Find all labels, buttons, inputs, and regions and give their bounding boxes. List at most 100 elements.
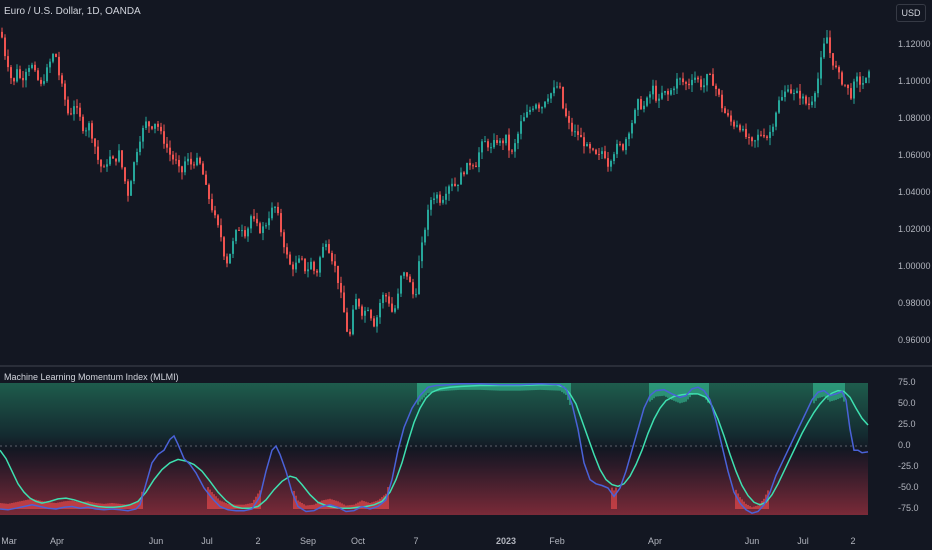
candle bbox=[7, 49, 9, 72]
candle-body bbox=[541, 107, 543, 109]
candle bbox=[751, 136, 753, 147]
candle bbox=[397, 288, 399, 310]
candle-body bbox=[181, 166, 183, 173]
candle bbox=[625, 137, 627, 155]
candle-body bbox=[214, 210, 216, 216]
candle-body bbox=[346, 312, 348, 332]
price-tick: 1.10000 bbox=[898, 76, 931, 86]
candle-body bbox=[748, 137, 750, 139]
candle-body bbox=[556, 86, 558, 88]
time-tick: Sep bbox=[299, 536, 317, 546]
candle bbox=[742, 125, 744, 132]
candle bbox=[652, 79, 654, 100]
candle-body bbox=[196, 157, 198, 166]
currency-button[interactable]: USD bbox=[896, 4, 926, 22]
candle bbox=[523, 112, 525, 122]
candle bbox=[118, 144, 120, 163]
candle-body bbox=[127, 181, 129, 196]
price-tick: 0.96000 bbox=[898, 335, 931, 345]
candle bbox=[292, 261, 294, 277]
candle-body bbox=[808, 103, 810, 106]
candle bbox=[508, 128, 510, 158]
candle bbox=[415, 288, 417, 298]
candle-body bbox=[313, 261, 315, 271]
candle-body bbox=[40, 79, 42, 84]
candle bbox=[406, 272, 408, 280]
candle-body bbox=[352, 309, 354, 335]
candle bbox=[814, 91, 816, 108]
candle-body bbox=[208, 184, 210, 200]
indicator-title[interactable]: Machine Learning Momentum Index (MLMI) bbox=[4, 372, 179, 382]
candle bbox=[484, 135, 486, 143]
candle bbox=[424, 227, 426, 246]
candle bbox=[529, 106, 531, 115]
candle-body bbox=[97, 146, 99, 160]
candle-body bbox=[694, 77, 696, 80]
candle bbox=[220, 218, 222, 242]
candle-body bbox=[115, 158, 117, 162]
candle-body bbox=[235, 229, 237, 242]
candle-body bbox=[700, 79, 702, 88]
candle-body bbox=[154, 123, 156, 129]
candle-body bbox=[262, 226, 264, 233]
candle-body bbox=[715, 85, 717, 90]
candle bbox=[208, 183, 210, 204]
candle-body bbox=[217, 215, 219, 226]
candle bbox=[583, 132, 585, 154]
candle bbox=[820, 50, 822, 86]
candle bbox=[859, 72, 861, 93]
candle bbox=[277, 202, 279, 216]
time-tick: Jul bbox=[201, 536, 213, 546]
candle-body bbox=[829, 37, 831, 54]
candle-body bbox=[226, 256, 228, 264]
candle bbox=[829, 30, 831, 59]
candle bbox=[850, 83, 852, 101]
candle bbox=[91, 120, 93, 144]
candle-body bbox=[574, 131, 576, 133]
candle bbox=[439, 191, 441, 206]
candle bbox=[283, 229, 285, 254]
candle bbox=[412, 278, 414, 299]
candle bbox=[454, 177, 456, 187]
candle bbox=[538, 102, 540, 113]
candle bbox=[232, 237, 234, 258]
candle-body bbox=[109, 156, 111, 165]
price-tick: 0.98000 bbox=[898, 298, 931, 308]
candle bbox=[442, 195, 444, 205]
candle-body bbox=[178, 160, 180, 167]
candle bbox=[43, 74, 45, 86]
candle bbox=[268, 211, 270, 230]
candle-body bbox=[358, 298, 360, 307]
candle bbox=[745, 123, 747, 140]
candle-body bbox=[604, 151, 606, 159]
candle-body bbox=[523, 117, 525, 122]
candle bbox=[559, 82, 561, 89]
candle-body bbox=[529, 109, 531, 112]
candle-body bbox=[124, 167, 126, 182]
candle-body bbox=[430, 200, 432, 210]
candle bbox=[151, 125, 153, 131]
candle-body bbox=[820, 57, 822, 79]
candle bbox=[472, 163, 474, 170]
candle-body bbox=[580, 135, 582, 138]
candle bbox=[388, 291, 390, 307]
candle-body bbox=[817, 78, 819, 94]
candle-body bbox=[205, 174, 207, 185]
candle bbox=[94, 137, 96, 154]
candle-body bbox=[490, 147, 492, 149]
mlmi-tick: -75.0 bbox=[898, 503, 919, 513]
candle bbox=[22, 70, 24, 88]
candle bbox=[733, 119, 735, 130]
candle-body bbox=[544, 101, 546, 108]
candle bbox=[133, 161, 135, 185]
mlmi-tick: -50.0 bbox=[898, 482, 919, 492]
mlmi-tick: 0.0 bbox=[898, 440, 911, 450]
candle bbox=[130, 179, 132, 196]
candle-body bbox=[727, 113, 729, 116]
candle-body bbox=[298, 258, 300, 263]
candle bbox=[631, 120, 633, 139]
candle-body bbox=[721, 94, 723, 109]
candle bbox=[103, 164, 105, 168]
price-tick: 1.12000 bbox=[898, 39, 931, 49]
